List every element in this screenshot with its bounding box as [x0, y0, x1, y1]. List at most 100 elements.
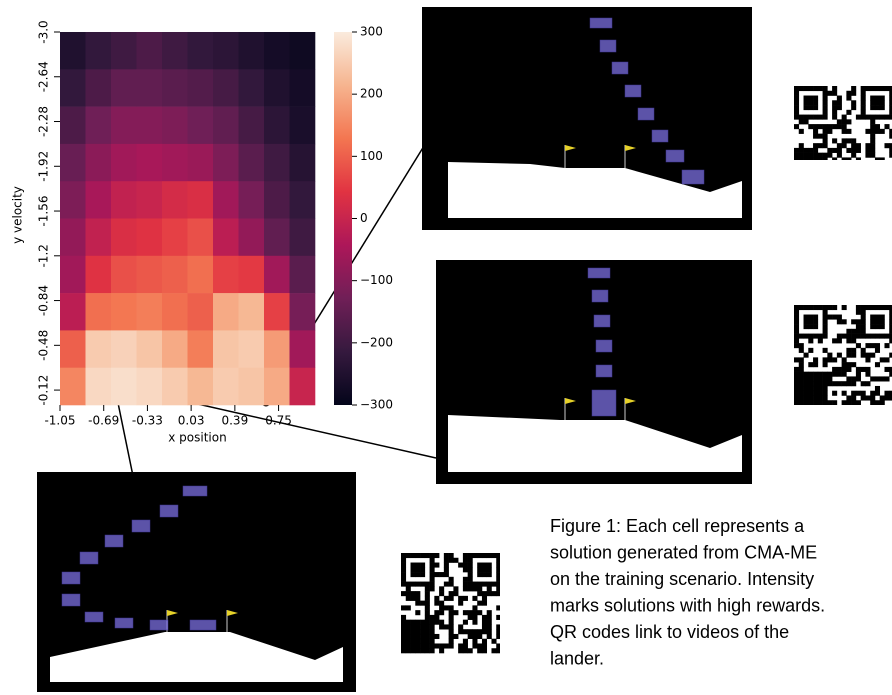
y-axis-label: y velocity [11, 186, 25, 244]
qr-module [846, 338, 851, 343]
qr-module [430, 620, 435, 625]
qr-module [420, 582, 425, 587]
qr-module [482, 596, 487, 601]
qr-module [870, 343, 875, 348]
qr-module [846, 176, 851, 181]
qr-module [458, 563, 463, 568]
heatmap-cell [213, 69, 239, 107]
qr-module [813, 129, 818, 134]
qr-module [468, 572, 473, 577]
qr-module [794, 357, 799, 362]
qr-module [870, 305, 875, 310]
qr-module [842, 119, 847, 124]
heatmap-cell [188, 368, 214, 406]
qr-module [425, 553, 430, 558]
qr-module [808, 315, 813, 320]
heatmap-cell [86, 330, 112, 368]
qr-module [477, 601, 482, 606]
qr-module [870, 353, 875, 358]
qr-module [856, 319, 861, 324]
qr-module [870, 105, 875, 110]
qr-module [861, 329, 866, 334]
heatmap-cell [264, 32, 290, 70]
qr-module [808, 395, 813, 400]
qr-module [444, 567, 449, 572]
qr-module [813, 362, 818, 367]
qr-module [813, 148, 818, 153]
qr-module [818, 115, 823, 120]
heatmap-cell [111, 368, 137, 406]
qr-module [463, 558, 468, 563]
qr-module [818, 162, 823, 167]
heatmap-cell [162, 32, 188, 70]
heatmap-cell [188, 219, 214, 257]
heatmap-cell [162, 219, 188, 257]
y-tick-label: -0.12 [37, 375, 51, 406]
qr-module [827, 357, 832, 362]
qr-module [468, 648, 473, 653]
qr-module [823, 305, 828, 310]
x-tick-label: 0.75 [265, 414, 292, 428]
qr-module [794, 162, 799, 167]
qr-module [415, 553, 420, 558]
qr-module [482, 572, 487, 577]
qr-module [823, 357, 828, 362]
qr-module [496, 624, 501, 629]
qr-module [884, 86, 889, 91]
qr-module [487, 610, 492, 615]
qr-module [425, 620, 430, 625]
qr-module [832, 115, 837, 120]
qr-module [411, 591, 416, 596]
qr-module [439, 586, 444, 591]
qr-module [453, 610, 458, 615]
heatmap-cell [162, 181, 188, 219]
qr-module [813, 395, 818, 400]
qr-module [823, 105, 828, 110]
qr-module [823, 100, 828, 105]
qr-module [832, 172, 837, 177]
y-tick-label: -1.92 [37, 151, 51, 182]
qr-module [865, 372, 870, 377]
heatmap-cell [290, 144, 316, 182]
qr-module [804, 372, 809, 377]
qr-module [823, 157, 828, 162]
qr-module [401, 591, 406, 596]
qr-module [813, 124, 818, 129]
qr-module [496, 558, 501, 563]
qr-module [846, 172, 851, 177]
qr-module [870, 315, 875, 320]
qr-module [439, 648, 444, 653]
qr-module [491, 648, 496, 653]
heatmap-cell [239, 330, 265, 368]
qr-module [856, 181, 861, 186]
qr-module [818, 86, 823, 91]
heatmap-cell [213, 32, 239, 70]
qr-module [875, 115, 880, 120]
qr-module [458, 648, 463, 653]
qr-module [818, 376, 823, 381]
qr-module [813, 400, 818, 405]
qr-module [804, 315, 809, 320]
heatmap-cell [86, 368, 112, 406]
qr-module [832, 91, 837, 96]
qr-module [818, 134, 823, 139]
qr-module [415, 620, 420, 625]
qr-module [813, 315, 818, 320]
qr-module [794, 338, 799, 343]
qr-module [823, 376, 828, 381]
qr-module [804, 105, 809, 110]
qr-module [851, 395, 856, 400]
qr-module [804, 176, 809, 181]
qr-module [861, 110, 866, 115]
qr-module [468, 615, 473, 620]
qr-module [808, 100, 813, 105]
qr-module [884, 343, 889, 348]
x-tick-label: -0.33 [132, 414, 163, 428]
qr-module [875, 305, 880, 310]
qr-module [823, 362, 828, 367]
qr-module [463, 620, 468, 625]
qr-module [482, 639, 487, 644]
qr-module [401, 558, 406, 563]
qr-module [808, 153, 813, 158]
qr-module [463, 577, 468, 582]
